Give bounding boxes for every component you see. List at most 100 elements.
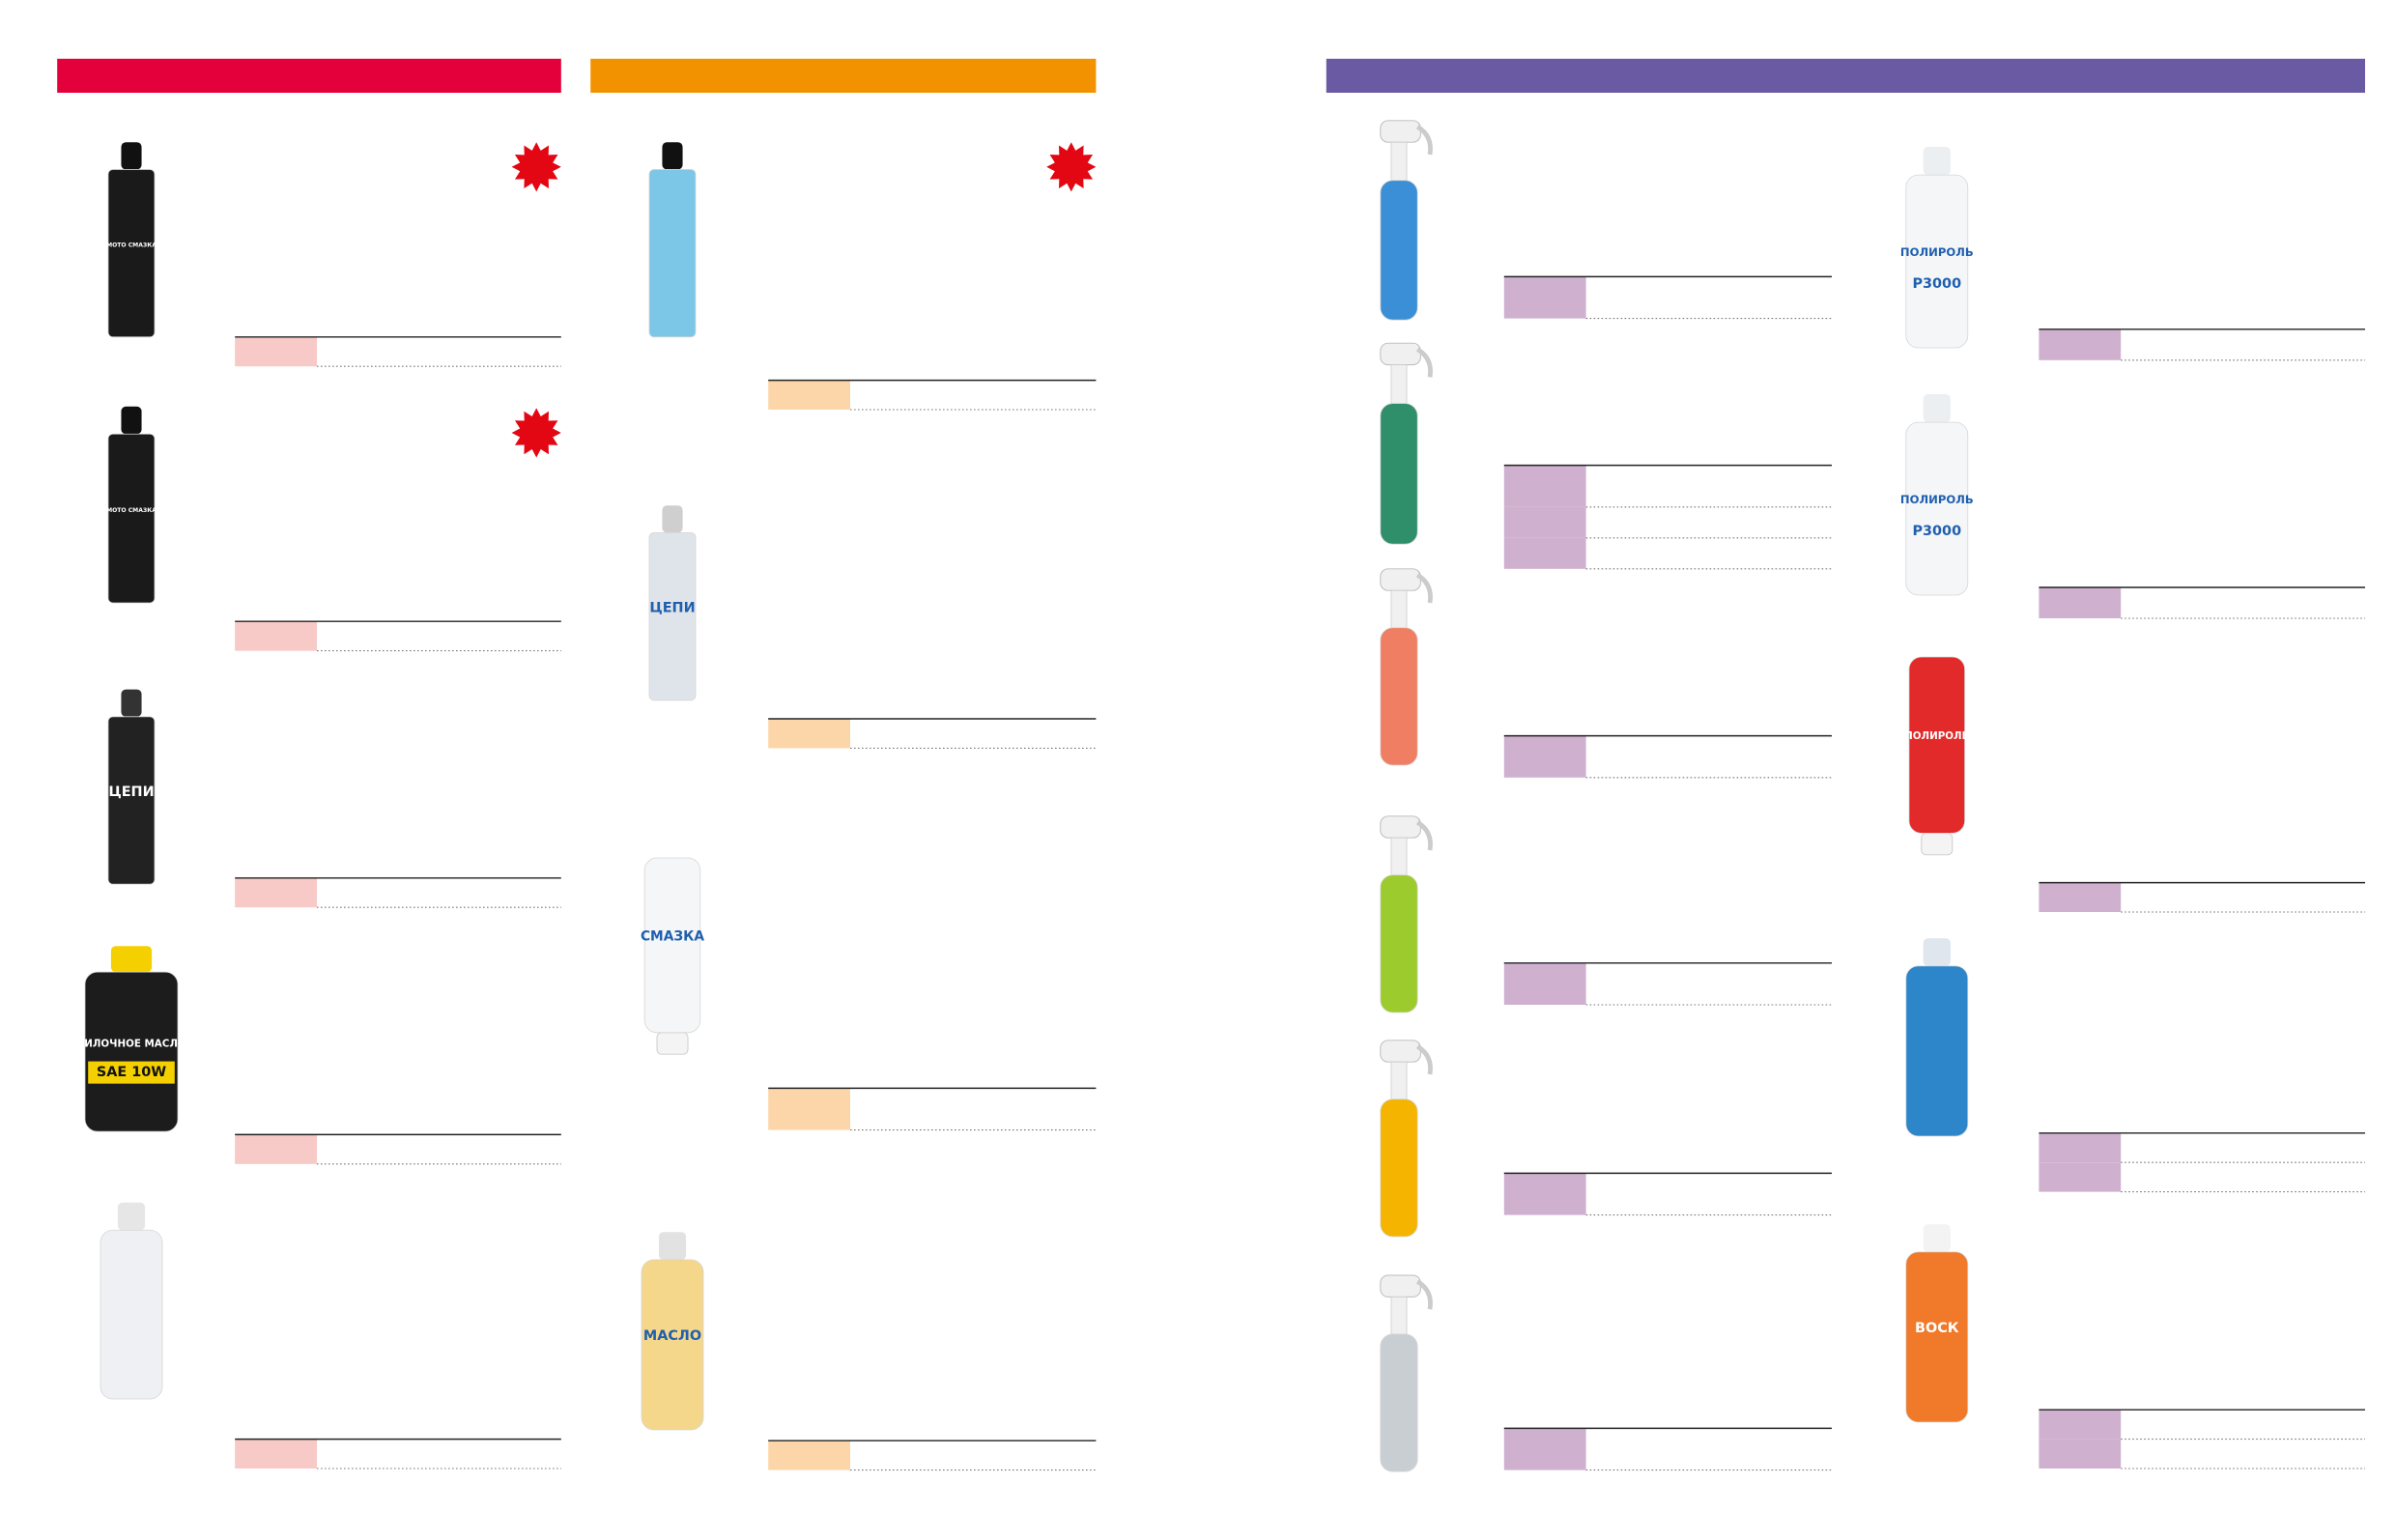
body [1908,656,1966,834]
cap [1923,938,1951,966]
price-swatch [2039,1439,2122,1469]
price-table [235,336,561,367]
price-swatch [235,877,317,908]
price-swatch [1503,1428,1586,1470]
price-swatch [2039,1162,2122,1192]
trigger [1415,125,1433,156]
price-swatch [768,1440,850,1470]
body [648,169,697,338]
cap [117,1202,146,1231]
price-table [1503,1172,1832,1216]
price-swatch [2039,882,2122,912]
cap [121,406,142,435]
product-image [1905,938,1969,1137]
price-swatch [235,621,317,651]
body [1905,1251,1969,1423]
price-swatch [2039,1132,2122,1163]
price-table [768,718,1097,749]
product-image: СМАЗКА [641,857,704,1055]
cap [110,946,153,973]
price-table [768,379,1097,411]
cap [662,142,683,170]
product-image [1380,120,1433,321]
price-table [235,877,561,908]
price-swatch [1503,506,1586,538]
body [100,1229,163,1400]
price-swatch [235,1439,317,1469]
product-label: ЦЕПИ [108,784,154,800]
product-label: ВОСК [1915,1321,1959,1336]
price-table [2039,881,2365,913]
product-image: МОТО СМАЗКА [106,142,157,338]
body [107,716,156,885]
neck [1390,141,1408,182]
price-table [235,1438,561,1469]
neck [1390,364,1408,404]
body [1380,1098,1418,1238]
body [107,433,156,604]
price-table [1503,1427,1832,1471]
product-label: SAE 10W [97,1065,166,1080]
body [1380,1333,1418,1472]
product-image [1380,815,1433,1013]
trigger [1415,347,1433,378]
product-label: ПОЛИРОЛЬ [1900,493,1974,506]
price-table [235,1133,561,1165]
trigger-head [1380,120,1421,143]
body [1905,965,1969,1137]
product-image [1380,342,1433,545]
body [84,971,179,1132]
product-image: ЦЕПИ [107,689,156,885]
tube-cap [656,1032,689,1055]
trigger [1415,1279,1433,1310]
price-swatch [1503,465,1586,507]
price-swatch [768,1088,850,1130]
price-table [1503,464,1832,570]
trigger-head [1380,342,1421,366]
price-swatch [1503,276,1586,319]
product-image: МОТО СМАЗКА [106,406,157,604]
product-label: ВИЛОЧНОЕ МАСЛО [76,1038,186,1049]
badge-star [511,142,561,192]
price-swatch [1503,735,1586,778]
body [1905,421,1969,596]
cap [121,142,142,170]
badge-star [511,408,561,458]
body [641,1259,704,1431]
price-swatch [235,336,317,367]
price-table [1503,962,1832,1006]
section-bar [57,58,561,93]
body [643,857,701,1034]
section-bar [590,58,1097,93]
product-image: ПОЛИРОЛЬ P3000 [1900,147,1974,349]
body [1380,180,1418,321]
trigger-head [1380,1040,1421,1063]
neck [1390,837,1408,876]
body [648,532,697,701]
trigger-head [1380,815,1421,839]
trigger [1415,573,1433,604]
price-table [2039,1409,2365,1469]
product-image: ЦЕПИ [648,505,697,701]
price-swatch [2039,587,2122,618]
price-swatch [1503,537,1586,569]
price-swatch [2039,328,2122,360]
cap [662,505,683,533]
neck [1390,1061,1408,1100]
product-label: МОТО СМАЗКА [106,507,157,514]
section-bar [1326,58,2365,93]
product-image [100,1202,163,1400]
price-table [768,1440,1097,1471]
body [1380,874,1418,1013]
product-image: ПОЛИРОЛЬ [1904,656,1970,856]
badge-star [1046,142,1097,192]
cap [658,1232,687,1260]
price-swatch [235,1134,317,1164]
price-table [768,1087,1097,1131]
cap [1923,147,1951,176]
trigger [1415,820,1433,851]
product-label: МАСЛО [643,1328,701,1344]
product-label: МОТО СМАЗКА [106,242,157,248]
product-image [1380,1274,1433,1472]
